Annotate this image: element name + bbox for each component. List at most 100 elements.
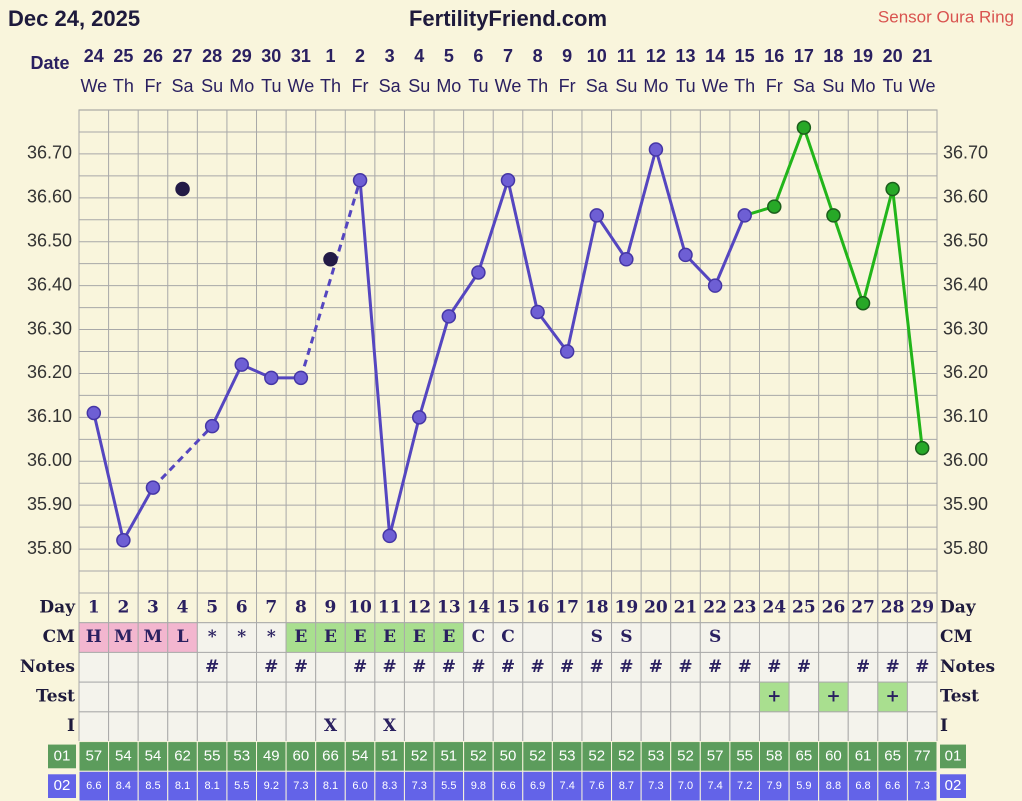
- table-cell: [877, 741, 908, 772]
- table-cell: [818, 651, 849, 683]
- cell-text: 7.4: [707, 780, 722, 792]
- cell-text: #: [560, 657, 574, 677]
- table-cell: [492, 711, 524, 743]
- row-label-box: [48, 744, 76, 769]
- data-point: [707, 278, 723, 293]
- table-cell: [522, 622, 553, 653]
- series-line: [772, 123, 924, 449]
- row-label-right: Notes: [940, 657, 995, 677]
- data-point: [678, 247, 693, 263]
- cell-text: 5.5: [234, 780, 249, 792]
- table-cell: [433, 592, 465, 624]
- table-cell: [226, 741, 258, 772]
- weekday-label: Mo: [643, 76, 668, 96]
- cell-text: 57: [85, 747, 102, 764]
- cell-text: #: [767, 657, 781, 677]
- weekday-label: Sa: [793, 76, 816, 96]
- y-tick-label-right: 36.00: [943, 450, 988, 470]
- x-tick-label: 21: [912, 46, 932, 66]
- table-cell: [433, 770, 465, 801]
- weekday-label: Fr: [144, 76, 161, 96]
- cell-text: 54: [115, 747, 132, 764]
- table-cell: [492, 622, 524, 653]
- cell-text: 9.8: [471, 780, 486, 792]
- weekday-label: Mo: [229, 76, 254, 96]
- cell-text: 52: [470, 747, 487, 764]
- data-point: [619, 252, 634, 267]
- cell-text: 77: [914, 747, 931, 764]
- y-tick-label-right: 36.50: [943, 230, 988, 250]
- table-cell: [433, 681, 465, 713]
- cell-text: +: [826, 687, 840, 707]
- cell-text: 54: [352, 747, 369, 764]
- cell-text: 53: [559, 747, 576, 764]
- cell-text: 27: [851, 597, 875, 617]
- x-tick-label: 2: [355, 46, 365, 66]
- table-cell: [581, 622, 613, 653]
- table-cell: [285, 741, 317, 772]
- weekday-label: Tu: [468, 76, 488, 96]
- table-cell: [108, 741, 139, 772]
- table-cell: [78, 681, 110, 713]
- x-tick-label: 5: [444, 46, 454, 66]
- table-cell: [906, 711, 938, 743]
- cell-text: 5: [206, 597, 218, 617]
- y-tick-label: 35.90: [27, 494, 72, 514]
- data-point: [530, 304, 545, 320]
- cell-text: 22: [703, 597, 727, 617]
- table-cell: [847, 770, 879, 801]
- table-cell: [729, 651, 760, 683]
- table-cell: [315, 681, 346, 713]
- table-cell: [818, 622, 849, 653]
- table-cell: [226, 622, 258, 653]
- y-tick-label: 36.70: [27, 143, 72, 163]
- cell-text: 6.0: [352, 780, 367, 792]
- weekday-label: Fr: [559, 76, 576, 96]
- cell-text: E: [354, 627, 367, 647]
- table-cell: [285, 711, 317, 743]
- table-cell: [256, 651, 287, 683]
- y-tick-label-right: 36.70: [943, 143, 988, 163]
- table-cell: [788, 711, 820, 743]
- data-point: [293, 370, 309, 386]
- table-cell: [463, 592, 494, 624]
- row-label-right: CM: [940, 627, 973, 647]
- table-cell: [758, 711, 790, 743]
- cell-text: 12: [407, 597, 431, 617]
- table-cell: [877, 651, 908, 683]
- table-cell: [374, 770, 405, 801]
- gap-bridge: [299, 179, 362, 379]
- y-tick-label: 36.20: [27, 362, 72, 382]
- data-point: [234, 357, 249, 372]
- cell-text: 9: [325, 597, 337, 617]
- x-tick-label: 6: [473, 46, 483, 66]
- row-label-box-right: [940, 774, 966, 798]
- weekday-label: Su: [408, 76, 430, 96]
- y-tick-label-right: 36.40: [943, 274, 988, 294]
- table-cell: [403, 711, 435, 743]
- weekday-label: Su: [822, 76, 844, 96]
- data-point: [885, 181, 900, 197]
- data-point: [589, 208, 605, 223]
- table-cell: [611, 681, 642, 713]
- table-cell: [137, 711, 169, 743]
- cell-text: #: [619, 657, 633, 677]
- cell-text: 6: [236, 597, 248, 617]
- cell-text: 18: [585, 597, 609, 617]
- cell-text: #: [205, 657, 219, 677]
- table-cell: [906, 651, 938, 683]
- x-tick-label: 8: [533, 46, 543, 66]
- cell-text: E: [442, 627, 455, 647]
- cell-text: #: [797, 657, 811, 677]
- table-cell: [640, 651, 672, 683]
- table-cell: [167, 651, 198, 683]
- cell-text: 53: [233, 747, 250, 764]
- table-cell: [906, 770, 938, 801]
- cell-text: 25: [792, 597, 816, 617]
- cell-text: 16: [526, 597, 550, 617]
- cell-text: 23: [733, 597, 757, 617]
- x-tick-label: 10: [587, 46, 607, 66]
- table-cell: [818, 711, 849, 743]
- table-cell: [78, 651, 110, 683]
- table-cell: [78, 592, 110, 624]
